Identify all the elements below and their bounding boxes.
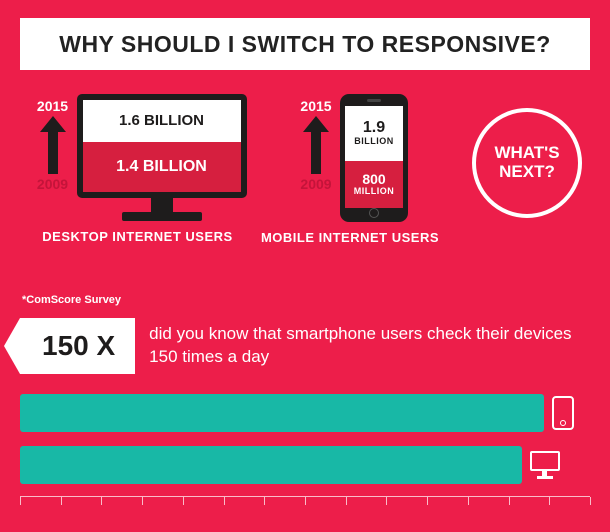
bar-row-phone — [20, 394, 590, 432]
year-top-desktop: 2015 — [37, 98, 68, 114]
fact-text: did you know that smartphone users check… — [135, 318, 590, 374]
mobile-bottom-value: 800 MILLION — [345, 161, 403, 208]
mobile-bot-unit: MILLION — [354, 186, 395, 196]
whats-next-line2: NEXT? — [494, 163, 559, 182]
desktop-bottom-value: 1.4 BILLION — [83, 142, 241, 192]
mobile-arrow-col: 2015 2009 — [292, 94, 340, 192]
source-text: *ComScore Survey — [22, 294, 121, 306]
whats-next-line1: WHAT'S — [494, 144, 559, 163]
bar-desktop — [20, 446, 522, 484]
desktop-top-value: 1.6 BILLION — [83, 100, 241, 142]
mobile-stat: 2015 2009 1.9 BILLION 800 MILLION — [255, 94, 445, 245]
fact-row: 150 X did you know that smartphone users… — [20, 318, 590, 374]
monitor-small-icon — [530, 451, 560, 479]
bar-row-desktop — [20, 446, 590, 484]
fact-badge-text: 150 X — [42, 330, 115, 362]
arrow-up-icon — [40, 116, 66, 174]
year-bottom-mobile: 2009 — [300, 176, 331, 192]
monitor-icon: 1.6 BILLION 1.4 BILLION — [77, 94, 247, 221]
fact-badge: 150 X — [20, 318, 135, 374]
phone-small-icon — [552, 396, 574, 430]
title-text: WHY SHOULD I SWITCH TO RESPONSIVE? — [59, 31, 551, 58]
bar-phone — [20, 394, 544, 432]
desktop-stat: 2015 2009 1.6 BILLION 1.4 BILLION DESKTO… — [20, 94, 255, 244]
mobile-caption: MOBILE INTERNET USERS — [261, 230, 439, 245]
year-bottom-desktop: 2009 — [37, 176, 68, 192]
desktop-caption: DESKTOP INTERNET USERS — [42, 229, 232, 244]
fact-text-content: did you know that smartphone users check… — [149, 323, 590, 369]
axis — [20, 496, 590, 510]
bars-area — [20, 394, 590, 510]
mobile-top-value: 1.9 BILLION — [345, 106, 403, 161]
year-top-mobile: 2015 — [300, 98, 331, 114]
mobile-bot-num: 800 — [362, 172, 385, 186]
mobile-top-unit: BILLION — [354, 136, 394, 146]
title-banner: WHY SHOULD I SWITCH TO RESPONSIVE? — [20, 18, 590, 70]
whats-next-circle: WHAT'S NEXT? — [472, 108, 582, 218]
arrow-up-icon — [303, 116, 329, 174]
phone-icon: 1.9 BILLION 800 MILLION — [340, 94, 408, 222]
mobile-top-num: 1.9 — [363, 120, 385, 136]
desktop-arrow-col: 2015 2009 — [29, 94, 77, 192]
